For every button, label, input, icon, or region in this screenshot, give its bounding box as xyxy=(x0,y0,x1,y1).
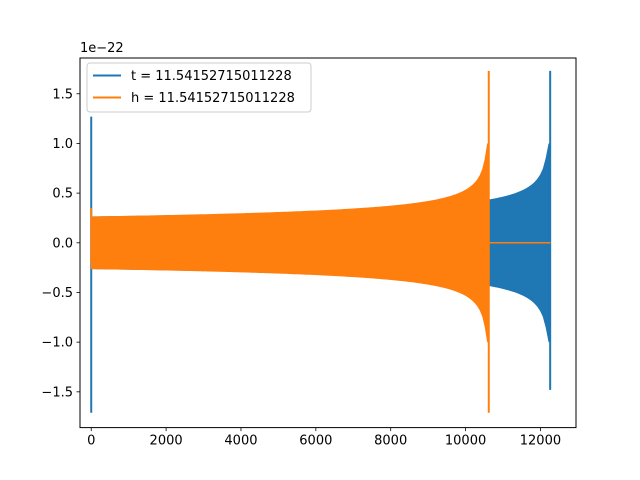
x-axis: 0 2000 4000 6000 8000 10000 12000 xyxy=(87,427,561,449)
y-tick-label: 0.0 xyxy=(52,236,73,251)
x-tick-label: 4000 xyxy=(224,434,257,449)
x-tick-label: 2000 xyxy=(150,434,183,449)
legend-label-t: t = 11.54152715011228 xyxy=(131,69,292,84)
x-tick-label: 10000 xyxy=(445,434,486,449)
y-tick-label: −1.0 xyxy=(41,336,73,351)
legend-label-h: h = 11.54152715011228 xyxy=(131,91,295,106)
x-tick-label: 12000 xyxy=(520,434,561,449)
legend-box xyxy=(86,62,312,113)
x-tick-label: 6000 xyxy=(299,434,332,449)
waveform-band xyxy=(90,143,489,343)
series-h xyxy=(90,70,551,413)
legend: t = 11.54152715011228 h = 11.54152715011… xyxy=(86,62,312,113)
y-tick-label: 0.5 xyxy=(52,187,73,202)
y-tick-label: −1.5 xyxy=(41,385,73,400)
y-tick-label: 1.5 xyxy=(52,87,73,102)
y-axis: −1.5 −1.0 −0.5 0.0 0.5 1.0 1.5 xyxy=(41,87,80,400)
x-tick-label: 8000 xyxy=(374,434,407,449)
x-tick-label: 0 xyxy=(87,434,95,449)
y-tick-label: −0.5 xyxy=(41,286,73,301)
y-offset-label: 1e−22 xyxy=(80,41,124,56)
plot-area xyxy=(90,70,552,413)
y-tick-label: 1.0 xyxy=(52,137,73,152)
